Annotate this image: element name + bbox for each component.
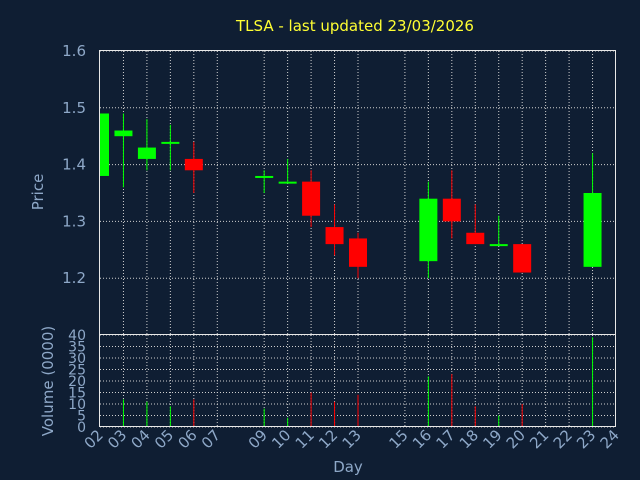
- candle-body: [100, 113, 109, 176]
- x-tick-label: 23: [573, 426, 599, 452]
- price-y-tick-label: 1.2: [62, 269, 86, 287]
- candle-body: [114, 130, 133, 137]
- volume-y-tick-label: 15: [68, 386, 86, 402]
- price-y-tick-label: 1.5: [62, 99, 86, 117]
- x-tick-label: 03: [104, 426, 130, 452]
- candles: [99, 113, 602, 279]
- candle-body: [302, 181, 321, 216]
- volume-y-tick-label: 25: [68, 363, 86, 379]
- price-grid: [100, 50, 616, 335]
- x-tick-label: 22: [550, 426, 576, 452]
- x-tick-label: 04: [128, 426, 154, 452]
- x-tick-label: 05: [151, 426, 177, 452]
- x-tick-label: 16: [409, 426, 435, 452]
- candle-body: [442, 198, 461, 222]
- candle-body: [278, 181, 297, 184]
- candle-body: [137, 147, 156, 159]
- price-panel: 1.2 1.3 1.4 1.5 1.6 Price: [29, 42, 616, 335]
- x-tick-label: 15: [386, 426, 412, 452]
- volume-bars: [122, 337, 594, 427]
- chart-title: TLSA - last updated 23/03/2026: [235, 17, 474, 35]
- candle-body: [184, 158, 203, 171]
- volume-y-tick-label: 5: [77, 409, 86, 425]
- candle-body: [583, 193, 602, 267]
- candle-body: [489, 244, 508, 247]
- x-tick-label: 10: [268, 426, 294, 452]
- volume-axis-label: Volume (0000): [39, 326, 57, 436]
- volume-y-tick-label: 30: [68, 351, 86, 367]
- x-tick-label: 21: [526, 426, 552, 452]
- x-tick-label: 18: [456, 426, 482, 452]
- volume-y-tick-label: 0: [77, 420, 86, 436]
- x-tick-label: 20: [503, 426, 529, 452]
- x-tick-label: 17: [432, 426, 458, 452]
- volume-y-tick-label: 40: [68, 328, 86, 344]
- x-tick-label: 11: [292, 426, 318, 452]
- volume-plot-frame: [99, 334, 616, 427]
- candle-body: [325, 227, 344, 245]
- price-y-tick-label: 1.4: [62, 156, 86, 174]
- price-y-tick-label: 1.3: [62, 212, 86, 230]
- x-tick-label: 13: [339, 426, 365, 452]
- x-tick-label: 24: [597, 426, 623, 452]
- x-tick-label: 09: [245, 426, 271, 452]
- candle-body: [513, 244, 532, 273]
- candle-body: [419, 198, 438, 262]
- candle-body: [255, 175, 274, 178]
- volume-y-tick-label: 35: [68, 340, 86, 356]
- price-y-tick-label: 1.6: [62, 42, 86, 60]
- x-tick-label: 19: [479, 426, 505, 452]
- volume-y-tick-label: 20: [68, 374, 86, 390]
- price-axis-label: Price: [29, 174, 47, 211]
- candle-body: [161, 141, 180, 144]
- x-tick-label: 06: [174, 426, 200, 452]
- price-y-ticks: 1.2 1.3 1.4 1.5 1.6: [62, 42, 86, 287]
- candle-body: [466, 232, 485, 245]
- volume-y-tick-label: 10: [68, 397, 86, 413]
- x-tick-label: 07: [198, 426, 224, 452]
- x-axis-label: Day: [333, 458, 363, 476]
- candle-body: [349, 238, 367, 267]
- x-tick-label: 12: [315, 426, 341, 452]
